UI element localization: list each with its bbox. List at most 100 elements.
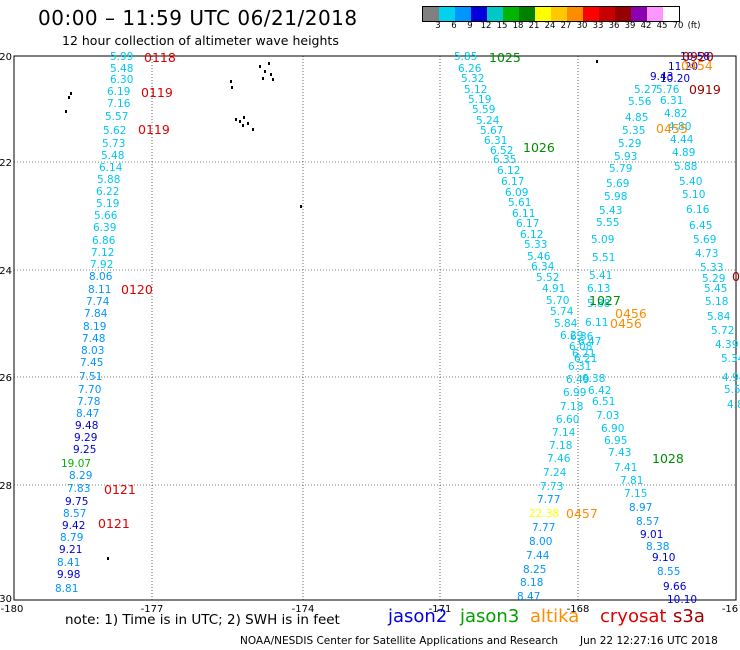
colorbar-tick-label: 15 xyxy=(496,21,508,31)
lat-tick-label: -24 xyxy=(0,266,12,277)
pass-time-label: 1025 xyxy=(489,50,521,65)
wave-height-label: 5.43 xyxy=(599,205,622,217)
wave-height-label: 7.78 xyxy=(77,396,100,408)
wave-height-label: 7.41 xyxy=(614,462,637,474)
wave-height-label: 6.34 xyxy=(531,261,555,273)
wave-height-label: 6.12 xyxy=(497,165,520,177)
wave-height-label: 5.88 xyxy=(587,298,610,310)
wave-height-label: 8.47 xyxy=(517,591,540,603)
wave-height-label: 7.03 xyxy=(596,410,619,422)
wave-height-label: 7.48 xyxy=(82,333,105,345)
island-coastline xyxy=(252,128,254,131)
wave-height-label: 5.35 xyxy=(622,125,645,137)
wave-height-label: 8.19 xyxy=(83,321,106,333)
colorbar-swatch xyxy=(519,7,535,21)
wave-height-label: 6.99 xyxy=(563,387,586,399)
wave-height-label: 8.81 xyxy=(55,583,78,595)
wave-height-label: 5.73 xyxy=(102,138,125,150)
wave-height-label: 5.74 xyxy=(550,306,574,318)
wave-height-label: 7.74 xyxy=(86,296,110,308)
wave-height-label: 6.49 xyxy=(566,374,589,386)
wave-height-label: 4.89 xyxy=(672,147,695,159)
wave-height-label: 7.46 xyxy=(547,453,571,465)
wave-height-label: 8.97 xyxy=(629,502,652,514)
wave-height-label: 5.55 xyxy=(596,217,619,229)
island-coastline xyxy=(107,557,109,560)
wave-height-label: 4.82 xyxy=(664,108,687,120)
wave-height-label: 10.10 xyxy=(667,594,697,606)
wave-height-label: 6.14 xyxy=(99,162,123,174)
wave-height-label: 5.29 xyxy=(618,138,641,150)
colorbar-tick-label: 39 xyxy=(624,21,636,31)
wave-height-label: 5.9 xyxy=(0,0,17,3)
wave-height-label: 6.4 xyxy=(0,0,17,3)
colorbar-tick-label: 21 xyxy=(528,21,540,31)
wave-height-label: 7.51 xyxy=(79,371,102,383)
lat-tick-label: -22 xyxy=(0,158,12,169)
colorbar-swatch xyxy=(487,7,503,21)
wave-height-label: 6.11 xyxy=(512,208,535,220)
pass-time-label: 0457 xyxy=(566,506,598,521)
lon-tick-label: -16 xyxy=(722,604,738,615)
wave-height-label: 7.84 xyxy=(84,308,108,320)
wave-height-label: 6.31 xyxy=(484,135,507,147)
wave-height-label: 5.52 xyxy=(536,272,559,284)
wave-height-label: 5.24 xyxy=(476,115,500,127)
island-coastline xyxy=(300,205,302,208)
colorbar-tick-label: 30 xyxy=(576,21,588,31)
wave-height-label: 5.09 xyxy=(591,234,614,246)
pass-time-label: 0119 xyxy=(141,85,173,100)
wave-height-label: 7.70 xyxy=(78,384,101,396)
island-coastline xyxy=(242,124,244,127)
wave-height-label: 5.10 xyxy=(682,189,705,201)
wave-height-label: 7.44 xyxy=(526,550,550,562)
wave-height-label: 4.80 xyxy=(668,121,691,133)
wave-height-label: 5.48 xyxy=(110,63,133,75)
colorbar-tick-label: 33 xyxy=(592,21,604,31)
wave-height-label: 5.93 xyxy=(614,151,637,163)
wave-height-label: 7.15 xyxy=(624,488,647,500)
wave-height-label: 5.12 xyxy=(0,0,23,3)
wave-height-label: 5.51 xyxy=(592,252,615,264)
wave-height-label: 10.58 xyxy=(680,51,710,63)
legend-jason3: jason3 xyxy=(460,606,520,627)
wave-height-label: 5.67 xyxy=(480,125,503,137)
wave-height-label: 5.76 xyxy=(656,84,680,96)
wave-height-label: 7.81 xyxy=(620,475,643,487)
island-coastline xyxy=(65,110,67,113)
lat-tick-label: -28 xyxy=(0,481,12,492)
wave-height-label: 7.77 xyxy=(532,522,555,534)
legend-s3a: s3a xyxy=(673,606,705,627)
colorbar-swatch xyxy=(567,7,583,21)
wave-height-label: 4.73 xyxy=(695,248,718,260)
colorbar-tick-label: 6 xyxy=(451,21,457,31)
wave-height-label: 5.27 xyxy=(634,84,657,96)
wave-height-label: 6.47 xyxy=(578,336,601,348)
wave-height-label: 6.26 xyxy=(458,63,482,75)
colorbar-swatch xyxy=(599,7,615,21)
legend-cryosat: cryosat xyxy=(600,606,667,627)
wave-height-label: 7.77 xyxy=(537,494,560,506)
wave-height-label: 6.31 xyxy=(660,95,683,107)
wave-height-label: 7.18 xyxy=(549,440,572,452)
wave-height-label: 6.30 xyxy=(110,74,133,86)
wave-height-label: 8.06 xyxy=(89,271,113,283)
wave-height-label: 5.32 xyxy=(461,73,484,85)
page-title: 00:00 – 11:59 UTC 06/21/2018 xyxy=(38,6,358,30)
wave-height-label: 5.54 xyxy=(724,384,740,396)
wave-height-label: 4.44 xyxy=(670,134,694,146)
pass-time-label: 0121 xyxy=(98,516,130,531)
pass-time-label: 0 xyxy=(732,269,740,284)
wave-height-label: 5.85 xyxy=(454,51,477,63)
wave-height-label: 19.07 xyxy=(61,458,91,470)
wave-height-label: 22.38 xyxy=(529,508,559,520)
wave-height-label: 7.83 xyxy=(67,483,90,495)
wave-height-label: 7.39 xyxy=(0,0,23,3)
wave-height-label: 9.10 xyxy=(652,552,675,564)
wave-height-label: 6.11 xyxy=(585,317,608,329)
wave-height-label: 6.21 xyxy=(572,348,595,360)
wave-height-label: 9.75 xyxy=(65,496,88,508)
wave-height-label: 5.66 xyxy=(94,210,118,222)
wave-height-label: 5.62 xyxy=(103,125,126,137)
wave-height-label: 5.45 xyxy=(704,283,727,295)
